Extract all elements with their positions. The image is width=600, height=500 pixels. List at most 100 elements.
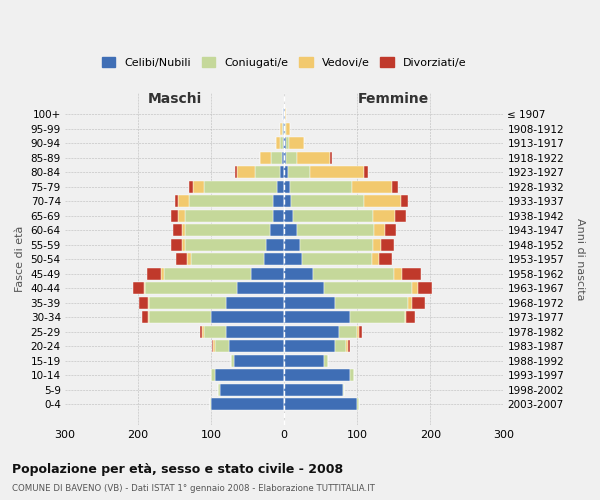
Bar: [209, 398, 211, 410]
Bar: [280, 123, 282, 135]
Bar: [266, 239, 284, 250]
Y-axis label: Anni di nascita: Anni di nascita: [575, 218, 585, 300]
Bar: [139, 297, 148, 308]
Bar: [364, 166, 368, 178]
Bar: [148, 297, 149, 308]
Bar: [142, 312, 148, 323]
Bar: [284, 398, 357, 410]
Bar: [347, 340, 350, 352]
Bar: [286, 138, 289, 149]
Bar: [286, 123, 290, 135]
Bar: [164, 268, 251, 280]
Bar: [263, 254, 284, 265]
Bar: [213, 340, 215, 352]
Bar: [148, 312, 149, 323]
Bar: [283, 138, 284, 149]
Bar: [185, 239, 266, 250]
Bar: [211, 398, 284, 410]
Bar: [226, 297, 284, 308]
Bar: [133, 282, 144, 294]
Bar: [144, 282, 145, 294]
Bar: [346, 340, 347, 352]
Bar: [147, 268, 161, 280]
Bar: [372, 254, 379, 265]
Bar: [273, 210, 284, 222]
Bar: [284, 354, 324, 366]
Bar: [373, 210, 395, 222]
Bar: [236, 166, 255, 178]
Bar: [357, 398, 359, 410]
Bar: [175, 196, 178, 207]
Bar: [215, 340, 229, 352]
Bar: [235, 354, 284, 366]
Bar: [286, 152, 297, 164]
Legend: Celibi/Nubili, Coniugati/e, Vedovi/e, Divorziati/e: Celibi/Nubili, Coniugati/e, Vedovi/e, Di…: [97, 52, 471, 72]
Bar: [211, 312, 284, 323]
Bar: [185, 224, 269, 236]
Bar: [283, 123, 284, 135]
Bar: [412, 282, 418, 294]
Bar: [394, 268, 403, 280]
Bar: [284, 326, 339, 338]
Bar: [380, 239, 394, 250]
Bar: [324, 354, 328, 366]
Bar: [193, 181, 204, 192]
Bar: [284, 312, 350, 323]
Bar: [276, 138, 280, 149]
Bar: [220, 384, 284, 396]
Bar: [182, 224, 185, 236]
Bar: [288, 166, 310, 178]
Bar: [226, 326, 284, 338]
Bar: [145, 282, 236, 294]
Bar: [412, 297, 425, 308]
Bar: [236, 282, 284, 294]
Bar: [189, 196, 273, 207]
Bar: [173, 224, 182, 236]
Bar: [404, 312, 406, 323]
Bar: [374, 224, 385, 236]
Bar: [284, 210, 293, 222]
Bar: [403, 268, 421, 280]
Bar: [290, 181, 352, 192]
Bar: [269, 224, 284, 236]
Bar: [191, 254, 263, 265]
Bar: [284, 268, 313, 280]
Bar: [260, 152, 271, 164]
Bar: [284, 297, 335, 308]
Bar: [297, 224, 374, 236]
Bar: [280, 166, 284, 178]
Bar: [255, 166, 280, 178]
Bar: [284, 384, 343, 396]
Bar: [335, 340, 346, 352]
Bar: [200, 326, 202, 338]
Bar: [310, 166, 364, 178]
Text: Femmine: Femmine: [358, 92, 430, 106]
Bar: [284, 152, 286, 164]
Bar: [284, 239, 300, 250]
Bar: [359, 326, 362, 338]
Bar: [202, 326, 204, 338]
Bar: [373, 239, 380, 250]
Bar: [178, 196, 189, 207]
Bar: [350, 369, 353, 381]
Bar: [284, 108, 285, 120]
Bar: [284, 181, 290, 192]
Bar: [284, 166, 288, 178]
Bar: [385, 224, 396, 236]
Bar: [379, 254, 392, 265]
Bar: [218, 384, 220, 396]
Bar: [297, 152, 330, 164]
Bar: [229, 340, 284, 352]
Bar: [285, 108, 286, 120]
Bar: [350, 312, 404, 323]
Bar: [149, 312, 211, 323]
Bar: [284, 123, 285, 135]
Bar: [271, 152, 282, 164]
Bar: [282, 123, 283, 135]
Bar: [300, 239, 373, 250]
Bar: [204, 181, 277, 192]
Bar: [284, 282, 324, 294]
Bar: [401, 196, 408, 207]
Bar: [284, 369, 350, 381]
Bar: [182, 239, 185, 250]
